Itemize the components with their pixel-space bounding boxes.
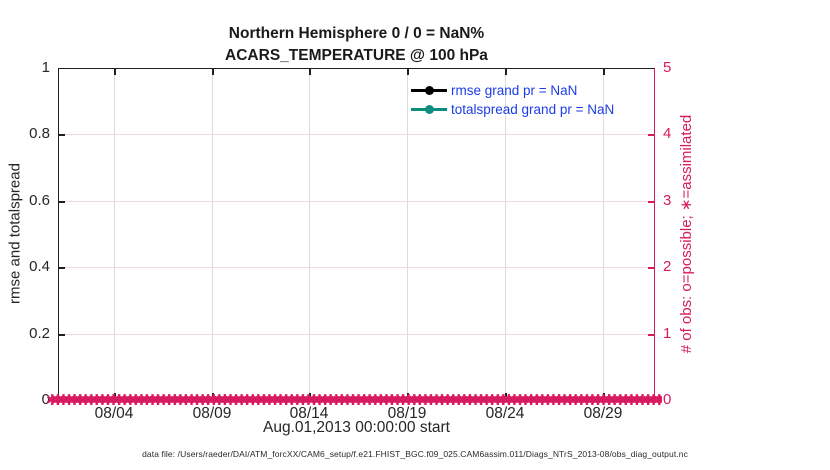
y-tick-label-right: 1 — [663, 325, 672, 342]
gridline-vertical — [603, 69, 604, 399]
gridline-vertical — [114, 69, 115, 399]
tick-mark-right — [648, 134, 654, 136]
y-tick-label-left: 0.2 — [29, 325, 50, 342]
y-tick-label-right: 5 — [663, 59, 672, 76]
gridline-vertical — [407, 69, 408, 399]
plot-area: rmse grand pr = NaN totalspread grand pr… — [58, 68, 655, 400]
gridline-horizontal — [59, 334, 654, 335]
legend-item-totalspread: totalspread grand pr = NaN — [411, 100, 614, 119]
circle-marker-icon — [425, 86, 434, 95]
legend-label-rmse: rmse grand pr = NaN — [451, 83, 578, 98]
x-tick-label: 08/29 — [583, 405, 623, 422]
gridline-horizontal — [59, 201, 654, 202]
tick-mark-left — [59, 201, 65, 203]
x-tick-label: 08/09 — [192, 405, 232, 422]
tick-mark-bottom — [407, 393, 409, 399]
tick-mark-bottom — [309, 393, 311, 399]
x-tick-label: 08/24 — [485, 405, 525, 422]
tick-mark-top — [603, 69, 605, 75]
tick-mark-left — [59, 267, 65, 269]
chart-title: Northern Hemisphere 0 / 0 = NaN% ACARS_T… — [58, 23, 655, 67]
tick-mark-right — [648, 267, 654, 269]
y-tick-label-left: 1 — [41, 59, 50, 76]
gridline-horizontal — [59, 134, 654, 135]
title-line1: Northern Hemisphere 0 / 0 = NaN% — [228, 25, 485, 42]
y-tick-label-left: 0.4 — [29, 258, 50, 275]
tick-mark-top — [309, 69, 311, 75]
legend-item-rmse: rmse grand pr = NaN — [411, 81, 614, 100]
x-tick-label: 08/19 — [387, 405, 427, 422]
left-axis-label: rmse and totalspread — [6, 163, 24, 304]
tick-mark-right — [648, 334, 654, 336]
legend: rmse grand pr = NaN totalspread grand pr… — [411, 81, 614, 119]
y-tick-label-right: 0 — [663, 391, 672, 408]
tick-mark-left — [59, 134, 65, 136]
x-tick-label: 08/04 — [94, 405, 134, 422]
gridline-vertical — [309, 69, 310, 399]
legend-label-totalspread: totalspread grand pr = NaN — [451, 102, 615, 117]
tick-mark-left — [59, 334, 65, 336]
tick-mark-top — [505, 69, 507, 75]
gridline-vertical — [505, 69, 506, 399]
x-tick-label: 08/14 — [289, 405, 329, 422]
legend-marker-totalspread — [411, 105, 447, 114]
tick-mark-top — [212, 69, 214, 75]
y-tick-label-right: 3 — [663, 192, 672, 209]
tick-mark-top — [407, 69, 409, 75]
circle-marker-icon — [425, 105, 434, 114]
data-file-caption: data file: /Users/raeder/DAI/ATM_forcXX/… — [142, 449, 688, 459]
y-tick-label-left: 0.8 — [29, 125, 50, 142]
title-line2: ACARS_TEMPERATURE @ 100 hPa — [225, 47, 488, 64]
tick-mark-bottom — [212, 393, 214, 399]
tick-mark-bottom — [603, 393, 605, 399]
y-tick-label-right: 2 — [663, 258, 672, 275]
obs-marker-band: ✱✱✱✱✱✱✱✱✱✱✱✱✱✱✱✱✱✱✱✱✱✱✱✱✱✱✱✱✱✱✱✱✱✱✱✱✱✱✱✱… — [46, 394, 662, 406]
tick-mark-top — [114, 69, 116, 75]
y-tick-label-left: 0 — [41, 391, 50, 408]
legend-marker-rmse — [411, 86, 447, 95]
tick-mark-bottom — [114, 393, 116, 399]
x-axis-label: Aug.01,2013 00:00:00 start — [262, 419, 450, 436]
tick-mark-bottom — [505, 393, 507, 399]
obs-marker-band-glyphs: ✱✱✱✱✱✱✱✱✱✱✱✱✱✱✱✱✱✱✱✱✱✱✱✱✱✱✱✱✱✱✱✱✱✱✱✱✱✱✱✱… — [46, 394, 662, 406]
y-tick-label-right: 4 — [663, 125, 672, 142]
gridline-vertical — [212, 69, 213, 399]
y-tick-label-left: 0.6 — [29, 192, 50, 209]
gridline-horizontal — [59, 267, 654, 268]
right-axis-label: # of obs: o=possible; ∗=assimilated — [678, 114, 695, 354]
tick-mark-right — [648, 201, 654, 203]
